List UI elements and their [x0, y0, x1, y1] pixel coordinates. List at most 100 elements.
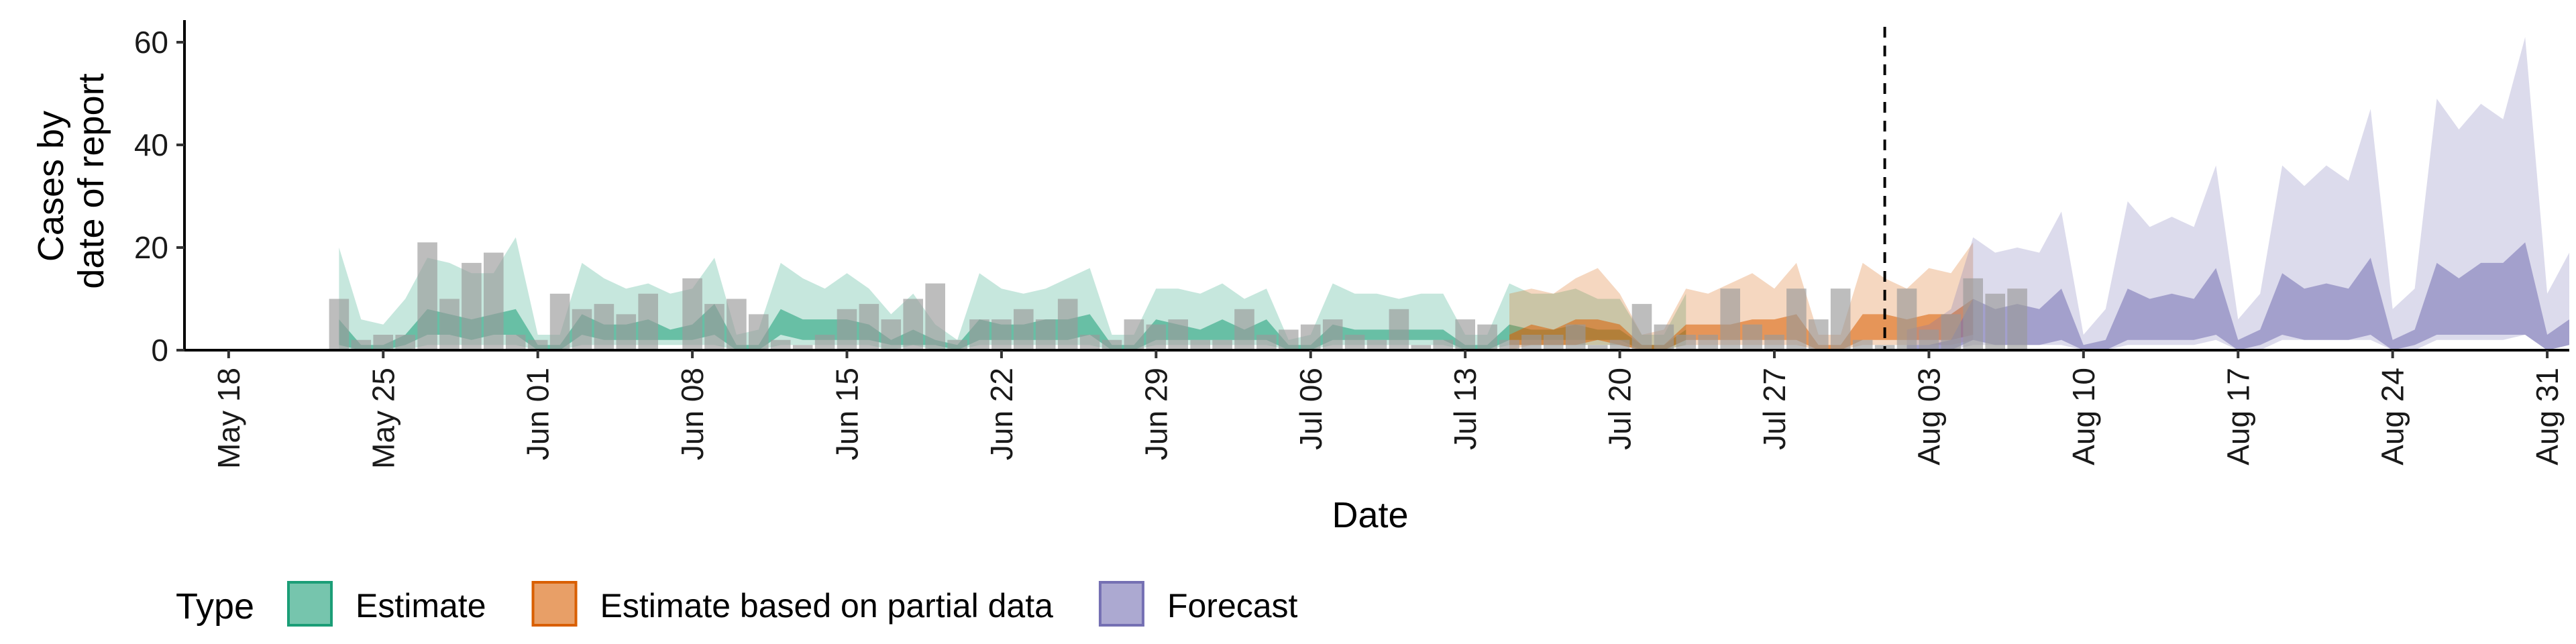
reported-cases-bar — [1433, 339, 1453, 350]
reported-cases-bar — [727, 299, 747, 350]
x-axis-title: Date — [1332, 495, 1408, 535]
reported-cases-bar — [1344, 335, 1365, 350]
y-axis-title-line-1: Cases by — [31, 111, 71, 262]
reported-cases-bar — [881, 319, 902, 350]
series-estimate-outer-band — [339, 237, 1686, 350]
reported-cases-bar — [814, 335, 835, 350]
reported-cases-bar — [1300, 324, 1321, 350]
reported-cases-bar — [859, 304, 879, 350]
reported-cases-bar — [1565, 324, 1586, 350]
legend-swatch-estimate — [287, 581, 333, 627]
reported-cases-bar — [395, 335, 415, 350]
reported-cases-bar — [1698, 335, 1718, 350]
reported-cases-bar — [1521, 335, 1542, 350]
reported-cases-bar — [1366, 339, 1387, 350]
x-tick-label: Jul 06 — [1293, 368, 1328, 450]
reported-cases-bar — [1322, 319, 1343, 350]
x-tick-label: Aug 17 — [2220, 368, 2255, 466]
reported-cases-bar — [417, 242, 437, 350]
reported-cases-bar — [462, 262, 482, 350]
x-tick-label: Jun 22 — [984, 368, 1019, 460]
axes: 0 20 40 60 May 18 May 25 Jun 01 Jun 08 Jun 15 Ju… — [31, 20, 2569, 535]
reported-cases-bar — [1190, 339, 1210, 350]
reported-cases-bar — [1411, 345, 1432, 350]
legend-label-estimate: Estimate — [356, 587, 486, 625]
reported-cases-bar — [1809, 319, 1829, 350]
reported-cases-bar — [2007, 288, 2027, 350]
y-tick-label: 40 — [134, 127, 168, 162]
reported-cases-bar — [1279, 329, 1299, 350]
reported-cases-bar — [1830, 288, 1851, 350]
reported-cases-bar — [484, 252, 504, 350]
reported-cases-bar — [925, 283, 945, 350]
reported-cases-bar — [1587, 345, 1608, 350]
x-tick-label: Jun 15 — [830, 368, 865, 460]
reported-cases-bar — [1455, 319, 1475, 350]
reported-cases-bar — [572, 309, 592, 350]
plot-area — [329, 37, 2569, 351]
reported-cases-bar — [1035, 319, 1056, 350]
reported-cases-bar — [351, 339, 372, 350]
reported-cases-bar — [1852, 339, 1873, 350]
y-tick-label: 60 — [134, 25, 168, 60]
legend-title: Type — [176, 586, 254, 627]
reported-cases-bar — [770, 339, 791, 350]
y-axis-title: Cases by date of report — [31, 73, 111, 288]
x-tick-label: Aug 24 — [2375, 368, 2410, 466]
reported-cases-bar — [1079, 335, 1100, 350]
reported-cases-bar — [749, 314, 769, 350]
y-ticks: 0 20 40 60 — [134, 25, 184, 368]
series-forecast-inner-band — [1907, 242, 2569, 350]
x-tick-label: May 25 — [366, 368, 400, 469]
reported-cases-bar — [1720, 288, 1740, 350]
reported-cases-bar — [373, 335, 393, 350]
reported-cases-bar — [1609, 339, 1630, 350]
reported-cases-bar — [1985, 293, 2005, 350]
reported-cases-bar — [1168, 319, 1188, 350]
x-ticks: May 18 May 25 Jun 01 Jun 08 Jun 15 Jun 22 Jun … — [211, 350, 2565, 469]
reported-cases-bar — [594, 304, 614, 350]
reported-cases-bar — [638, 293, 658, 350]
legend: Type Estimate Estimate based on partial d… — [176, 581, 1298, 627]
reported-cases-bar — [704, 304, 724, 350]
legend-swatch-estimate-based-on-partial-data — [531, 581, 578, 627]
legend-items: Estimate Estimate based on partial data Fo… — [287, 581, 1298, 627]
reported-cases-bar — [1941, 314, 1962, 350]
reported-cases-bar — [1896, 288, 1917, 350]
reported-cases-bar — [1499, 339, 1519, 350]
y-tick-label: 0 — [151, 333, 168, 368]
series-estimate-based-on-partial-data-inner-band — [1509, 299, 1974, 350]
reported-cases-bar — [527, 339, 548, 350]
reported-cases-bar — [616, 314, 637, 350]
legend-swatch-forecast — [1098, 581, 1144, 627]
x-tick-label: Aug 31 — [2530, 368, 2565, 466]
reported-cases-bar — [1102, 339, 1122, 350]
reported-cases-bar — [837, 309, 857, 350]
reported-cases-bar — [1389, 309, 1409, 350]
reported-cases-bar — [903, 299, 923, 350]
reported-cases-bar — [1676, 335, 1697, 350]
legend-label-estimate-based-on-partial-data: Estimate based on partial data — [600, 587, 1054, 625]
reported-cases-bar — [991, 319, 1012, 350]
reported-cases-bar — [1764, 335, 1784, 350]
reported-cases-bar — [1234, 309, 1254, 350]
x-tick-label: Aug 03 — [1911, 368, 1946, 466]
reported-cases-bar — [329, 299, 350, 350]
y-tick-label: 20 — [134, 230, 168, 265]
reported-cases-bar — [1742, 324, 1762, 350]
reported-cases-bar — [549, 293, 570, 350]
reported-cases-bar — [947, 339, 967, 350]
x-tick-label: Jun 08 — [675, 368, 710, 460]
legend-label-forecast: Forecast — [1167, 587, 1298, 625]
x-tick-label: Jul 27 — [1757, 368, 1792, 450]
reported-cases-bar — [1786, 288, 1807, 350]
reported-cases-bar — [1057, 299, 1078, 350]
reported-cases-bar — [1014, 309, 1034, 350]
x-tick-label: May 18 — [211, 368, 246, 469]
x-tick-label: Jul 20 — [1603, 368, 1638, 450]
reported-cases-bar — [969, 319, 989, 350]
reported-cases-bar — [1963, 278, 1983, 350]
x-tick-label: Jun 29 — [1138, 368, 1173, 460]
reported-cases-bar — [1146, 324, 1167, 350]
